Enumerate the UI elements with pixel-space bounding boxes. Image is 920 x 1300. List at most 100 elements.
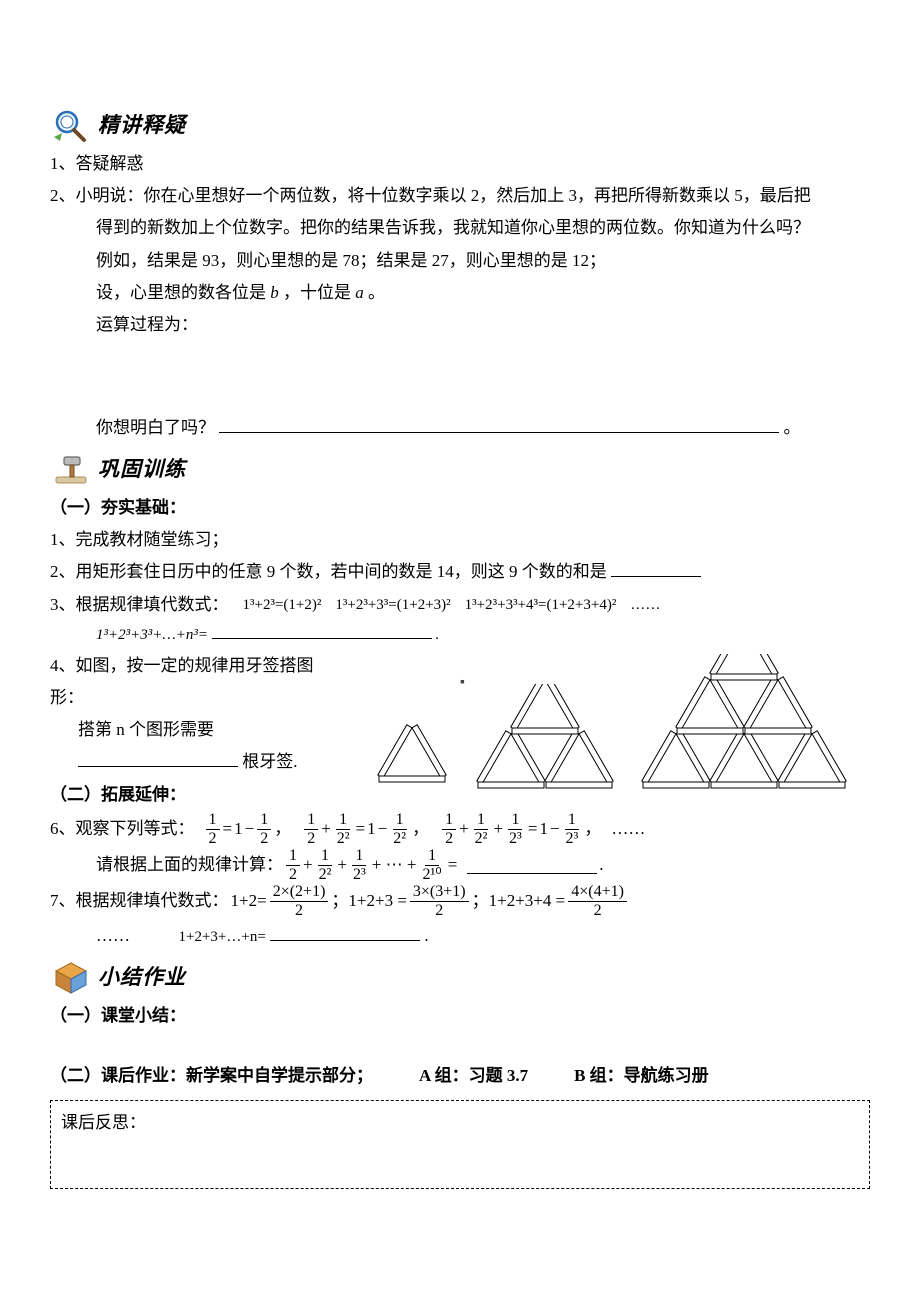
fraction: 12³ — [350, 847, 369, 883]
text: 1³+2³+3³+…+n³= — [96, 627, 208, 643]
section-title-1: 精讲释疑 — [98, 106, 186, 146]
op: ， — [274, 813, 291, 845]
fraction: 12² — [472, 811, 491, 847]
s2b-q6-a: 6、观察下列等式： 12 = 1 − 12 ， 12 + 12² = 1 − 1… — [50, 811, 870, 847]
fraction: 12³ — [506, 811, 525, 847]
fraction: 12² — [390, 811, 409, 847]
var-a: a — [355, 283, 364, 302]
op: − — [378, 813, 388, 845]
fraction: 12¹⁰ — [419, 847, 444, 883]
text: A 组：习题 3.7 — [419, 1060, 528, 1092]
dots: …… — [630, 591, 660, 620]
text: ；1+2+3 = — [331, 885, 407, 917]
fraction: 12 — [257, 811, 271, 847]
op: + — [303, 849, 313, 881]
fraction: 4×(4+1)2 — [568, 883, 627, 919]
s3-a: （一）课堂小结： — [50, 1000, 870, 1032]
fraction: 12 — [304, 811, 318, 847]
op: ， — [584, 813, 601, 845]
fraction: 12 — [442, 811, 456, 847]
text: . — [599, 849, 603, 881]
eq: 1³+2³+3³=(1+2+3)² — [335, 591, 450, 620]
box-icon — [50, 959, 92, 997]
text: 6、观察下列等式： — [50, 813, 195, 845]
blank-field[interactable] — [270, 924, 420, 941]
triangle-group-2 — [474, 684, 624, 794]
text: 搭第 n 个图形需要 — [50, 714, 340, 746]
triangle-group-3 — [641, 654, 861, 794]
op: − — [550, 813, 560, 845]
text: ；1+2+3+4 = — [472, 885, 566, 917]
op: − — [245, 813, 255, 845]
s2a-q1: 1、完成教材随堂练习； — [50, 524, 870, 556]
triangle-group-1 — [367, 706, 457, 794]
blank-field[interactable] — [78, 750, 238, 767]
dots: …… — [611, 813, 645, 845]
blank-field[interactable] — [611, 560, 701, 577]
blank-field[interactable] — [212, 624, 432, 639]
var-b: b — [270, 283, 279, 302]
s2a-q4-text: 4、如图，按一定的规律用牙签搭图形： 搭第 n 个图形需要 根牙签. （二）拓展… — [50, 650, 340, 811]
s2b-q6-b: 请根据上面的规律计算： 12 + 12² + 12³ + ⋯ + 12¹⁰ = … — [50, 847, 870, 883]
text: 根牙签. — [242, 752, 297, 771]
blank-field[interactable] — [219, 416, 779, 433]
section-header-1: 精讲释疑 — [50, 106, 870, 146]
s2b-heading: （二）拓展延伸： — [50, 779, 340, 811]
s1-q2-l5: 运算过程为： — [50, 309, 870, 341]
s1-q1: 1、答疑解惑 — [50, 148, 870, 180]
text: B 组：导航练习册 — [574, 1060, 709, 1092]
text: . — [424, 926, 428, 945]
op: = — [223, 813, 233, 845]
op: = — [448, 849, 458, 881]
s2a-q3-line2: 1³+2³+3³+…+n³= . — [50, 621, 870, 650]
eq: 1³+2³+3³+4³=(1+2+3+4)² — [465, 591, 617, 620]
s2a-q2: 2、用矩形套住日历中的任意 9 个数，若中间的数是 14，则这 9 个数的和是 — [50, 556, 870, 588]
fraction: 12³ — [563, 811, 582, 847]
op: 1 — [367, 813, 376, 845]
eq: 1³+2³=(1+2)² — [243, 591, 322, 620]
text: 4、如图，按一定的规律用牙签搭图形： — [50, 650, 340, 715]
op: = — [356, 813, 366, 845]
dots: …… — [96, 926, 130, 945]
text: 设，心里想的数各位是 — [96, 283, 270, 302]
text: 。 — [784, 418, 801, 437]
text: 请根据上面的规律计算： — [96, 849, 283, 881]
section-header-2: 巩固训练 — [50, 450, 870, 490]
fraction: 12² — [334, 811, 353, 847]
text: . — [435, 627, 439, 643]
fraction: 12 — [206, 811, 220, 847]
op: + — [337, 849, 347, 881]
reflection-box: 课后反思： — [50, 1100, 870, 1188]
magnifier-icon — [50, 107, 92, 145]
section-title-2: 巩固训练 — [98, 450, 186, 490]
fraction: 12² — [316, 847, 335, 883]
text: 你想明白了吗？ — [96, 418, 215, 437]
s1-q2-l4: 设，心里想的数各位是 b ，十位是 a 。 — [50, 277, 870, 309]
blank-field[interactable] — [467, 857, 597, 874]
op: = — [528, 813, 538, 845]
text: （二）课后作业：新学案中自学提示部分； — [50, 1060, 373, 1092]
s2a-q4-blank: 根牙签. — [50, 746, 340, 778]
s2b-q7-last: …… 1+2+3+…+n= . — [50, 920, 870, 952]
fraction: 12 — [286, 847, 300, 883]
op: + — [321, 813, 331, 845]
reflection-label: 课后反思： — [61, 1113, 146, 1132]
s2b-q7: 7、根据规律填代数式： 1+2= 2×(2+1)2 ；1+2+3 = 3×(3+… — [50, 883, 870, 919]
s1-q2-l1: 2、小明说：你在心里想好一个两位数，将十位数字乘以 2，然后加上 3，再把所得新… — [50, 180, 870, 212]
text: 1+2= — [231, 885, 267, 917]
s1-q2-l3: 例如，结果是 93，则心里想的是 78；结果是 27，则心里想的是 12； — [50, 245, 870, 277]
op: + — [459, 813, 469, 845]
text: ，十位是 — [283, 283, 355, 302]
s2a-q3: 3、根据规律填代数式： 1³+2³=(1+2)² 1³+2³+3³=(1+2+3… — [50, 589, 870, 621]
op: 1 — [234, 813, 243, 845]
section-title-3: 小结作业 — [98, 958, 186, 998]
op: 1 — [539, 813, 548, 845]
spacer — [50, 342, 870, 412]
text: 。 — [368, 283, 385, 302]
op: + — [493, 813, 503, 845]
toothpick-figure — [358, 650, 870, 794]
s1-q2-l6: 你想明白了吗？ 。 — [50, 412, 870, 444]
op: + ⋯ + — [372, 849, 417, 881]
section-header-3: 小结作业 — [50, 958, 870, 998]
hammer-icon — [50, 451, 92, 489]
